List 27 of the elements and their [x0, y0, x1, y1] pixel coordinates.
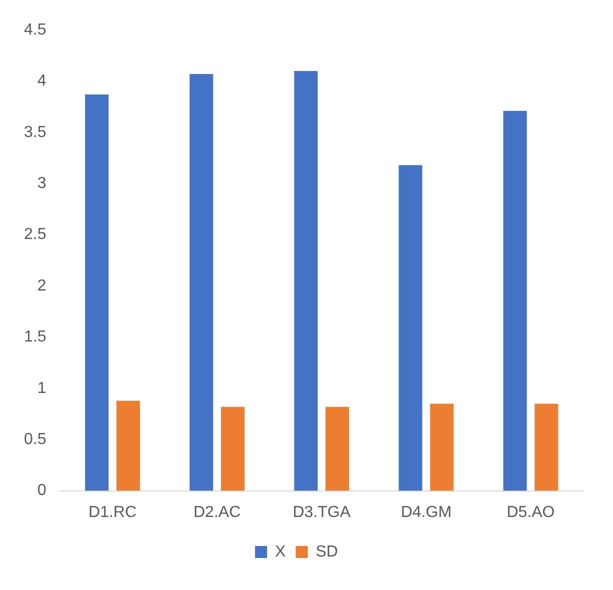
x-tick-label: D3.TGA — [292, 504, 351, 521]
y-tick-label: 0.5 — [24, 431, 46, 448]
bar — [326, 406, 350, 491]
bar — [430, 404, 454, 491]
y-tick-label: 2.5 — [24, 226, 46, 244]
bar — [190, 74, 214, 491]
y-tick-label: 4 — [37, 72, 46, 90]
x-tick-label: D4.GM — [400, 504, 452, 521]
legend-label: X — [275, 543, 286, 560]
bar — [503, 110, 527, 491]
bar — [294, 70, 318, 491]
x-tick-label: D1.RC — [88, 504, 137, 521]
y-tick-label: 2 — [37, 277, 46, 294]
bar — [398, 165, 422, 491]
bar — [85, 94, 109, 491]
bar — [116, 400, 140, 491]
y-tick-label: 3.5 — [24, 124, 46, 141]
x-tick-label: D5.AO — [506, 504, 555, 521]
x-tick-label: D2.AC — [194, 504, 241, 521]
y-tick-label: 4.5 — [24, 21, 46, 38]
bar — [220, 406, 245, 491]
y-tick-label: 1 — [37, 380, 46, 397]
bar — [534, 404, 558, 491]
y-tick-label: 1.5 — [24, 328, 46, 346]
y-tick-label: 0 — [37, 482, 46, 500]
legend-label: SD — [316, 543, 338, 560]
y-tick-label: 3 — [37, 175, 46, 192]
